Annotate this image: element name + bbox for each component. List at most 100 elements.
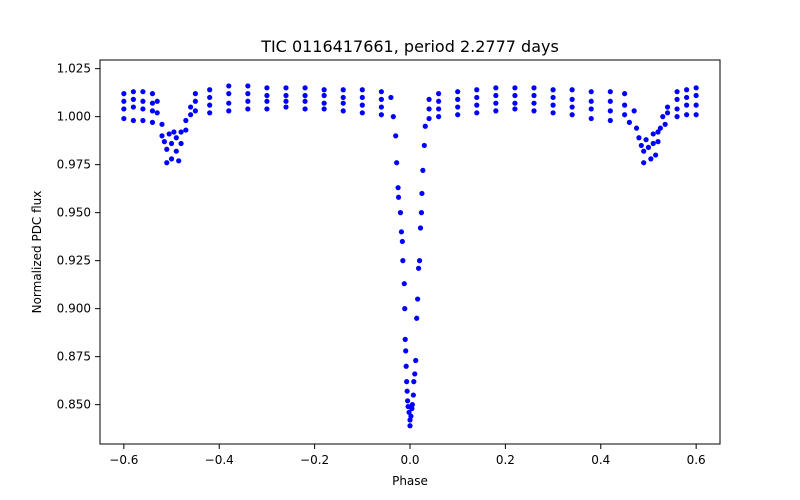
data-point — [283, 85, 289, 91]
data-point — [626, 119, 632, 125]
data-point — [657, 125, 663, 131]
data-point — [455, 104, 461, 110]
data-point — [664, 104, 671, 110]
data-point — [183, 127, 189, 133]
y-tick-label: 1.000 — [57, 110, 91, 124]
data-point — [321, 100, 327, 106]
data-point — [436, 91, 442, 97]
data-point — [643, 137, 649, 143]
data-point — [164, 160, 170, 166]
data-point — [607, 98, 613, 104]
data-point — [426, 96, 432, 102]
data-point — [674, 96, 680, 102]
data-point — [398, 229, 405, 235]
y-tick-label: 0.900 — [57, 302, 91, 316]
x-tick-label: −0.2 — [300, 453, 329, 467]
data-point — [264, 85, 270, 91]
data-point — [178, 140, 184, 147]
data-point — [404, 379, 410, 385]
data-point — [569, 104, 575, 110]
data-point — [403, 363, 409, 369]
data-point — [130, 104, 136, 110]
data-point — [245, 91, 251, 97]
y-tick-label: 1.025 — [57, 62, 91, 76]
data-point — [655, 129, 661, 135]
data-point — [419, 190, 425, 197]
data-point — [395, 185, 401, 191]
data-point — [569, 112, 575, 118]
data-point — [622, 102, 628, 108]
data-point — [340, 108, 346, 114]
data-point — [192, 91, 198, 97]
data-point — [378, 112, 384, 118]
data-point — [653, 152, 659, 158]
data-point — [493, 108, 499, 114]
data-point — [188, 104, 194, 110]
data-point — [550, 102, 556, 108]
data-point — [412, 371, 418, 377]
data-point — [645, 144, 652, 150]
data-point — [188, 112, 194, 118]
data-point — [607, 89, 613, 95]
y-axis: 0.850 0.875 0.900 0.925 0.950 0.975 1.000 1.025 — [57, 62, 100, 412]
data-point — [192, 98, 198, 104]
data-point — [684, 102, 690, 108]
data-point — [121, 115, 127, 122]
data-point — [407, 423, 413, 429]
data-point — [512, 106, 518, 112]
data-point — [168, 156, 175, 162]
data-point — [674, 114, 680, 120]
data-point — [378, 104, 384, 110]
data-point — [283, 92, 289, 99]
data-point — [397, 210, 404, 216]
data-point — [340, 94, 346, 101]
x-tick-label: 0.0 — [400, 453, 419, 467]
y-tick-label: 0.925 — [57, 254, 91, 268]
data-point — [207, 94, 213, 101]
data-point — [409, 405, 415, 412]
data-point — [207, 87, 213, 93]
data-point — [149, 91, 156, 97]
data-point — [140, 117, 146, 124]
data-point — [684, 87, 690, 93]
data-point — [402, 336, 408, 342]
data-point — [631, 108, 637, 114]
data-point — [622, 91, 628, 97]
data-point — [588, 89, 594, 95]
data-point — [641, 148, 647, 154]
data-point — [161, 139, 167, 145]
data-point — [531, 100, 537, 106]
data-point — [550, 110, 556, 116]
data-point — [660, 114, 666, 120]
data-point — [650, 131, 656, 137]
data-point — [421, 142, 427, 149]
data-point — [399, 238, 405, 245]
data-points — [121, 83, 699, 429]
data-point — [226, 108, 232, 114]
data-point — [512, 92, 518, 99]
data-point — [474, 94, 480, 101]
data-point — [168, 140, 175, 147]
data-point — [302, 106, 308, 112]
data-point — [655, 139, 661, 145]
data-point — [321, 92, 327, 99]
data-point — [414, 315, 420, 321]
data-point — [149, 108, 156, 114]
data-point — [403, 348, 409, 354]
data-point — [401, 281, 407, 287]
data-point — [408, 413, 414, 419]
data-point — [569, 96, 575, 102]
data-point — [140, 98, 146, 104]
data-point — [493, 100, 499, 106]
data-point — [455, 96, 461, 102]
data-point — [245, 106, 251, 112]
data-point — [410, 392, 416, 398]
data-point — [226, 100, 232, 106]
data-point — [531, 108, 537, 114]
data-point — [154, 98, 160, 104]
data-point — [674, 106, 680, 112]
data-point — [130, 117, 136, 124]
data-point — [149, 119, 156, 125]
